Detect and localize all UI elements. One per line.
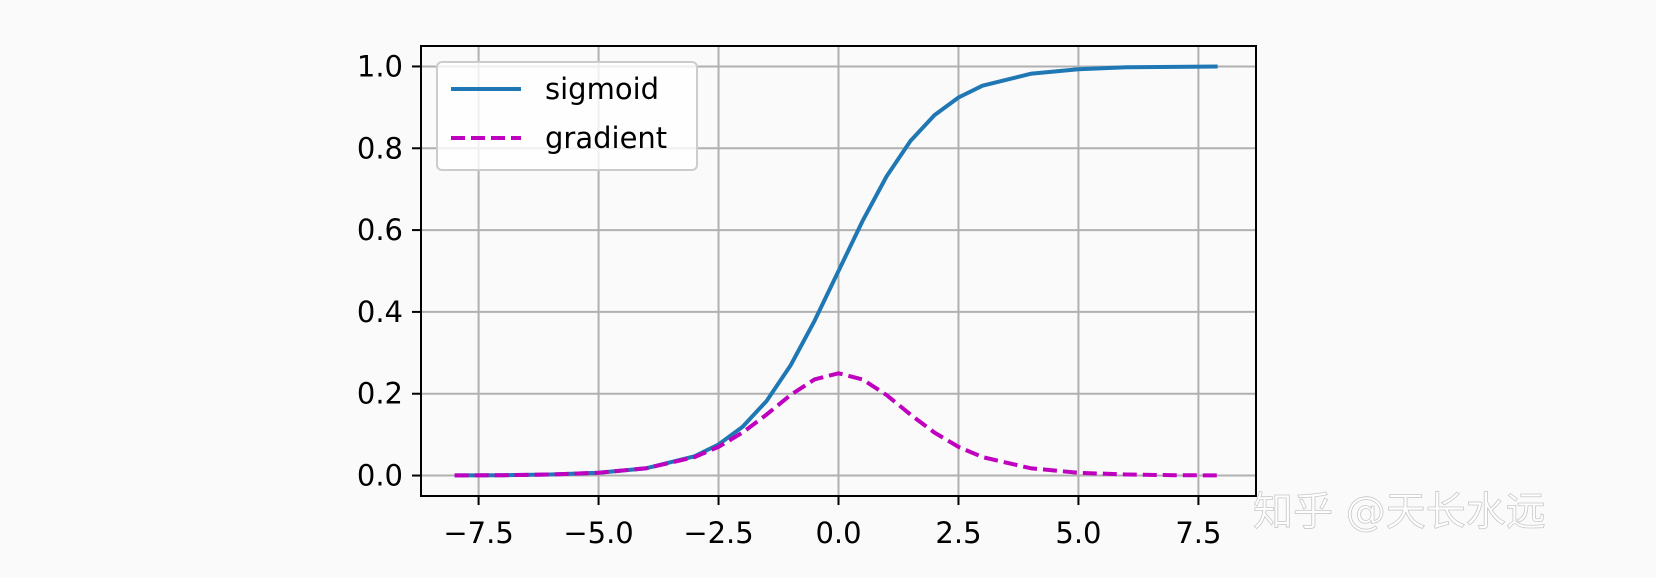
legend-label-gradient: gradient — [545, 121, 667, 155]
x-tick-label: −7.5 — [443, 516, 513, 550]
legend-label-sigmoid: sigmoid — [545, 72, 659, 106]
y-tick-label: 0.2 — [357, 377, 403, 411]
x-tick-label: −5.0 — [563, 516, 633, 550]
axis-ticks: −7.5 −5.0 −2.5 0.0 2.5 5.0 7.5 0.0 0.2 0.4 0.6 0.8 1… — [357, 49, 1222, 550]
plot-lines — [454, 64, 1218, 478]
x-tick-label: −2.5 — [683, 516, 753, 550]
x-tick-label: 7.5 — [1175, 516, 1221, 550]
y-tick-label: 0.4 — [357, 295, 403, 329]
y-tick-label: 0.0 — [357, 459, 403, 493]
y-tick-label: 0.6 — [357, 213, 403, 247]
series-line-gradient — [454, 371, 1218, 478]
watermark-text: 知乎 @天长水远 — [1253, 489, 1546, 535]
x-tick-label: 5.0 — [1055, 516, 1101, 550]
series-line-sigmoid — [454, 64, 1218, 478]
x-tick-label: 2.5 — [935, 516, 981, 550]
x-tick-label: 0.0 — [815, 516, 861, 550]
y-tick-label: 1.0 — [357, 49, 403, 83]
y-tick-label: 0.8 — [357, 131, 403, 165]
legend: sigmoid gradient — [436, 61, 698, 171]
